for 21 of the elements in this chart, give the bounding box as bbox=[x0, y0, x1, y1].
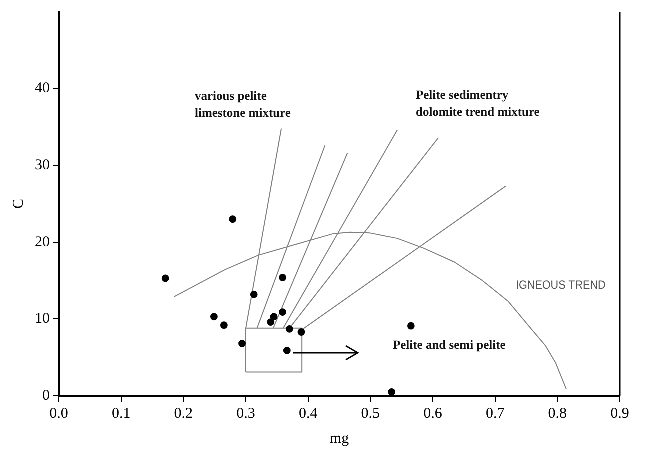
annotation: various pelite limestone mixture bbox=[195, 88, 291, 122]
x-tick-label: 0.4 bbox=[298, 406, 318, 422]
y-axis-title: C bbox=[10, 198, 27, 210]
x-tick-label: 0.5 bbox=[361, 406, 380, 422]
x-axis-title: mg bbox=[330, 430, 350, 447]
y-tick-label: 40 bbox=[35, 80, 50, 97]
x-tick-label: 0.6 bbox=[424, 406, 443, 422]
annotation: Pelite sedimentry dolomite trend mixture bbox=[416, 87, 540, 121]
x-tick-label: 0.1 bbox=[112, 406, 131, 422]
y-tick-label: 10 bbox=[35, 311, 50, 328]
x-tick-label: 0.8 bbox=[548, 406, 568, 422]
y-tick-label: 20 bbox=[35, 234, 50, 250]
x-tick-label: 0.2 bbox=[174, 406, 194, 422]
x-tick-label: 0.3 bbox=[236, 406, 256, 422]
x-tick-label: 0.7 bbox=[486, 406, 506, 422]
x-tick-label: 0.0 bbox=[50, 406, 68, 422]
y-tick-label: 30 bbox=[35, 158, 50, 174]
y-tick-label: 0 bbox=[42, 388, 50, 404]
x-tick-label: 0.9 bbox=[610, 406, 630, 422]
annotation: Pelite and semi pelite bbox=[393, 337, 506, 354]
annotation: IGNEOUS TREND bbox=[516, 278, 606, 292]
